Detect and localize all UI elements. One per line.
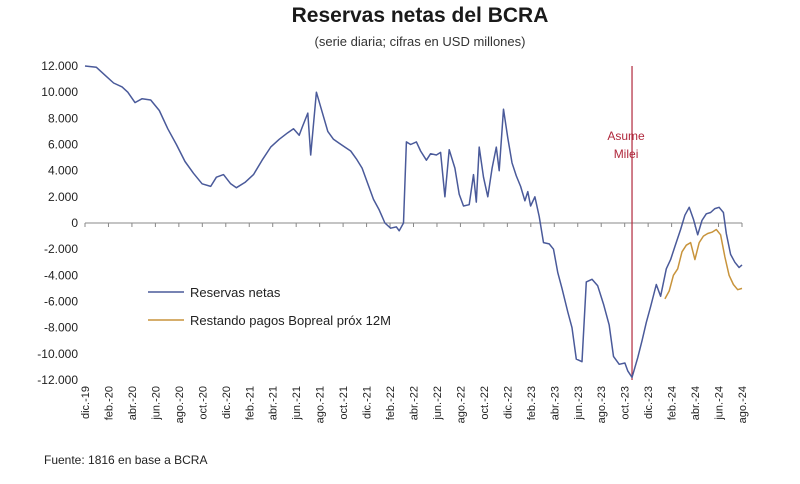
x-tick-label: jun.-21 (291, 386, 303, 421)
y-tick-label: 0 (71, 216, 78, 230)
x-tick-label: ago.-23 (596, 386, 608, 423)
y-tick-labels: 12.000 10.000 8.000 6.000 4.000 2.000 0 -2.000 -… (37, 59, 78, 387)
x-tick-label: ago.-24 (737, 386, 749, 423)
x-tick-label: feb.-24 (667, 386, 679, 420)
x-tick-label: feb.-23 (526, 386, 538, 420)
x-tick-label: jun.-23 (573, 386, 585, 421)
legend-entry: Restando pagos Bopreal próx 12M (190, 313, 391, 328)
y-tick-label: -6.000 (44, 295, 78, 309)
y-tick-label: 2.000 (48, 190, 78, 204)
y-tick-label: 6.000 (48, 138, 78, 152)
x-tick-labels: dic.-19 feb.-20 abr.-20 jun.-20 ago.-20 oct.-… (80, 223, 749, 423)
y-tick-label: 12.000 (41, 59, 78, 73)
x-tick-label: jun.-22 (432, 386, 444, 421)
y-tick-label: 4.000 (48, 164, 78, 178)
x-tick-label: feb.-20 (103, 386, 115, 420)
x-tick-label: dic.-22 (502, 386, 514, 419)
x-tick-label: feb.-21 (244, 386, 256, 420)
x-tick-label: dic.-21 (362, 386, 374, 419)
chart-subtitle: (serie diaria; cifras en USD millones) (314, 34, 526, 49)
x-tick-label: abr.-23 (549, 386, 561, 420)
series-bopreal-line (664, 228, 743, 300)
x-tick-label: oct.-23 (620, 386, 632, 420)
annotation-text: Milei (614, 147, 639, 161)
x-tick-label: ago.-21 (315, 386, 327, 423)
legend: Reservas netas Restando pagos Bopreal pró… (148, 285, 391, 328)
x-tick-label: oct.-20 (197, 386, 209, 420)
chart-title: Reservas netas del BCRA (291, 4, 549, 27)
y-tick-label: -12.000 (37, 373, 78, 387)
x-tick-label: jun.-20 (150, 386, 162, 421)
x-tick-label: jun.-24 (714, 386, 726, 421)
y-tick-label: -8.000 (44, 321, 78, 335)
chart-source: Fuente: 1816 en base a BCRA (44, 453, 208, 467)
x-tick-label: abr.-22 (409, 386, 421, 420)
series-reservas-netas-line (84, 65, 743, 379)
annotation-text: Asume (607, 129, 645, 143)
x-tick-label: abr.-21 (268, 386, 280, 420)
x-tick-label: ago.-22 (455, 386, 467, 423)
x-tick-label: feb.-22 (385, 386, 397, 420)
x-tick-label: dic.-23 (643, 386, 655, 419)
series-lines (84, 65, 743, 379)
y-tick-label: 8.000 (48, 111, 78, 125)
y-tick-label: -2.000 (44, 242, 78, 256)
x-tick-label: abr.-24 (690, 386, 702, 420)
x-tick-label: oct.-22 (479, 386, 491, 420)
x-tick-label: dic.-20 (221, 386, 233, 419)
x-tick-label: dic.-19 (80, 386, 92, 419)
legend-entry: Reservas netas (190, 285, 281, 300)
y-tick-label: 10.000 (41, 85, 78, 99)
x-tick-label: oct.-21 (338, 386, 350, 420)
x-tick-label: abr.-20 (127, 386, 139, 420)
y-tick-label: -4.000 (44, 268, 78, 282)
x-tick-label: ago.-20 (174, 386, 186, 423)
y-tick-label: -10.000 (37, 347, 78, 361)
annotation-asume-milei: Asume Milei (607, 66, 645, 380)
